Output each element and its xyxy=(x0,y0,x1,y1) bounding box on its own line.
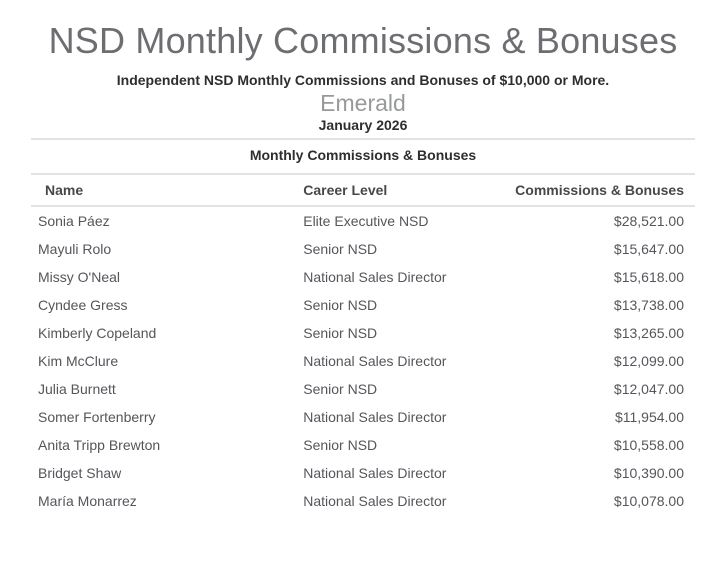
name-cell: Mayuli Rolo xyxy=(38,240,112,257)
table-header: Name Career Level Commissions & Bonuses xyxy=(31,173,695,207)
report-period: January 2026 xyxy=(318,117,408,133)
career-level-cell: National Sales Director xyxy=(303,492,447,509)
career-level-cell: Senior NSD xyxy=(303,296,378,313)
amount-cell: $15,647.00 xyxy=(613,240,684,257)
column-header-career-level: Career Level xyxy=(303,173,503,207)
career-level-cell: Elite Executive NSD xyxy=(303,212,429,229)
table-row: Mayuli Rolo Senior NSD $15,647.00 xyxy=(31,235,695,263)
header-divider xyxy=(31,138,695,140)
name-cell: Anita Tripp Brewton xyxy=(38,436,161,453)
name-cell: Julia Burnett xyxy=(38,380,116,397)
amount-cell: $12,047.00 xyxy=(613,380,684,397)
amount-cell: $12,099.00 xyxy=(613,352,684,369)
amount-cell: $28,521.00 xyxy=(613,212,684,229)
career-level-cell: Senior NSD xyxy=(303,240,378,257)
table-row: María Monarrez National Sales Director $… xyxy=(31,487,695,515)
career-level-cell: Senior NSD xyxy=(303,380,378,397)
report-category: Emerald xyxy=(320,90,406,116)
name-cell: María Monarrez xyxy=(38,492,137,509)
career-level-cell: National Sales Director xyxy=(303,408,447,425)
amount-cell: $10,558.00 xyxy=(613,436,684,453)
table-row: Anita Tripp Brewton Senior NSD $10,558.0… xyxy=(31,431,695,459)
name-cell: Bridget Shaw xyxy=(38,464,122,481)
name-cell: Somer Fortenberry xyxy=(38,408,156,425)
table-row: Kim McClure National Sales Director $12,… xyxy=(31,347,695,375)
table-row: Kimberly Copeland Senior NSD $13,265.00 xyxy=(31,319,695,347)
table-row: Cyndee Gress Senior NSD $13,738.00 xyxy=(31,291,695,319)
name-cell: Cyndee Gress xyxy=(38,296,128,313)
amount-cell: $10,078.00 xyxy=(613,492,684,509)
table-row: Bridget Shaw National Sales Director $10… xyxy=(31,459,695,487)
amount-cell: $11,954.00 xyxy=(614,408,684,425)
page-title: NSD Monthly Commissions & Bonuses xyxy=(48,20,678,61)
career-level-cell: Senior NSD xyxy=(303,436,378,453)
column-header-name: Name xyxy=(31,173,304,207)
table-title: Monthly Commissions & Bonuses xyxy=(249,147,477,163)
amount-cell: $15,618.00 xyxy=(613,268,684,285)
commissions-table: Name Career Level Commissions & Bonuses … xyxy=(31,173,695,515)
amount-cell: $13,738.00 xyxy=(613,296,684,313)
career-level-cell: Senior NSD xyxy=(303,324,378,341)
amount-cell: $13,265.00 xyxy=(613,324,684,341)
career-level-cell: National Sales Director xyxy=(303,268,447,285)
amount-cell: $10,390.00 xyxy=(613,464,684,481)
table-row: Somer Fortenberry National Sales Directo… xyxy=(31,403,695,431)
table-header-row: Name Career Level Commissions & Bonuses xyxy=(31,173,695,207)
career-level-cell: National Sales Director xyxy=(303,464,447,481)
report-subtitle: Independent NSD Monthly Commissions and … xyxy=(116,72,610,88)
table-body: Sonia Páez Elite Executive NSD $28,521.0… xyxy=(31,206,695,515)
name-cell: Missy O'Neal xyxy=(38,268,121,285)
career-level-cell: National Sales Director xyxy=(303,352,447,369)
column-header-commissions-bonuses: Commissions & Bonuses xyxy=(502,173,695,207)
table-row: Missy O'Neal National Sales Director $15… xyxy=(31,263,695,291)
name-cell: Kim McClure xyxy=(38,352,119,369)
name-cell: Sonia Páez xyxy=(38,212,110,229)
table-row: Julia Burnett Senior NSD $12,047.00 xyxy=(31,375,695,403)
table-row: Sonia Páez Elite Executive NSD $28,521.0… xyxy=(31,206,695,235)
name-cell: Kimberly Copeland xyxy=(38,324,157,341)
